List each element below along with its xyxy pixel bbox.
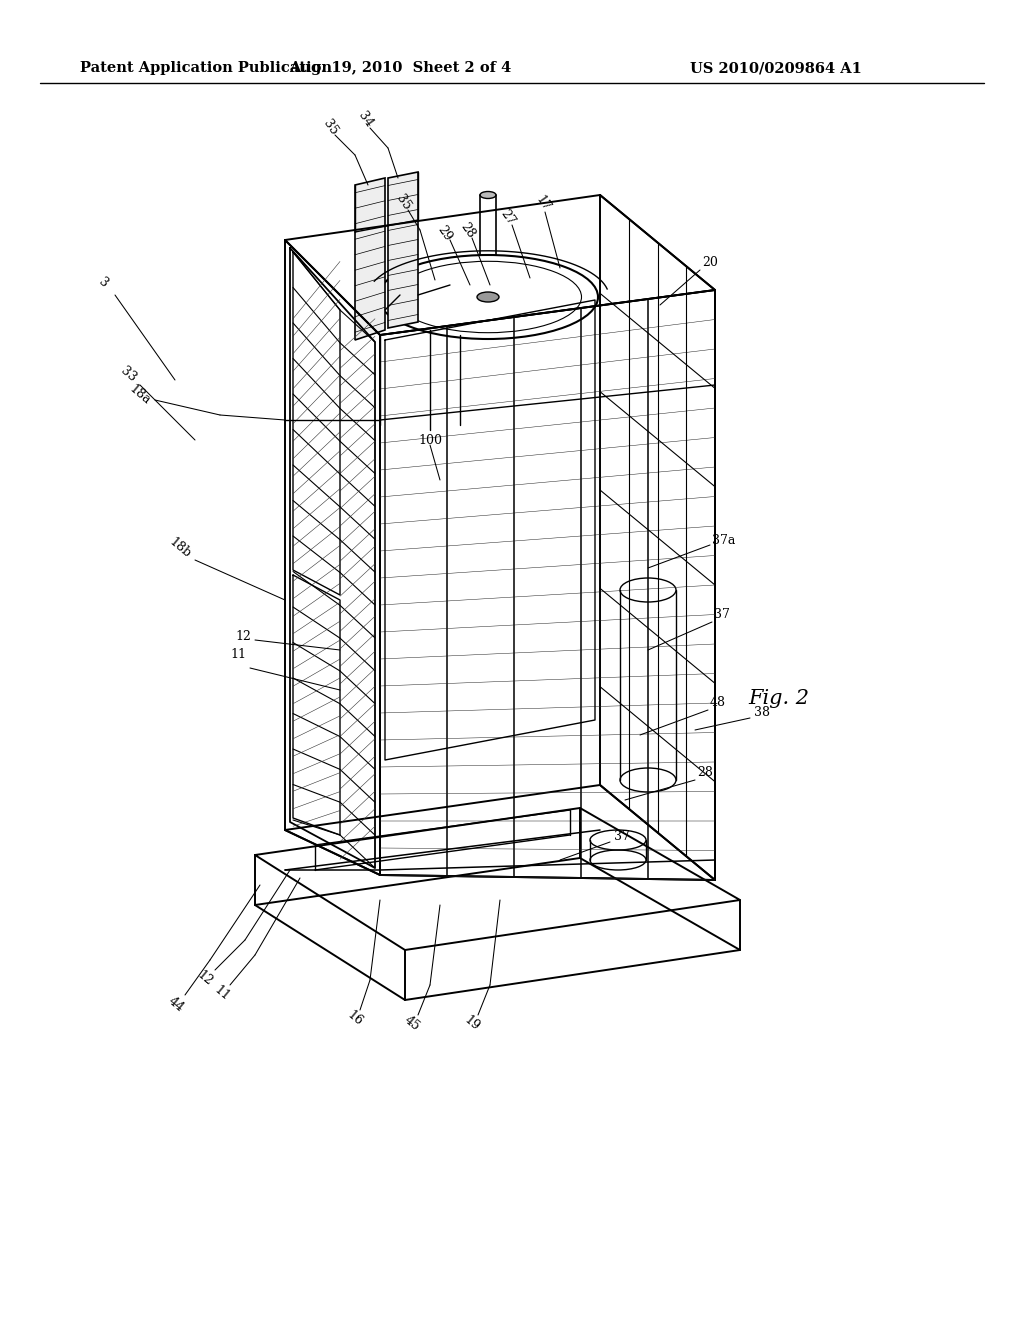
- Text: 48: 48: [710, 697, 726, 710]
- Text: 37: 37: [614, 830, 630, 843]
- Text: 38: 38: [754, 705, 770, 718]
- Text: 35: 35: [393, 191, 413, 213]
- Text: 45: 45: [401, 1012, 422, 1034]
- Text: 18a: 18a: [127, 383, 154, 408]
- Text: 33: 33: [118, 364, 138, 384]
- Text: Patent Application Publication: Patent Application Publication: [80, 61, 332, 75]
- Text: 34: 34: [355, 110, 375, 131]
- Text: 37: 37: [714, 609, 730, 622]
- Text: 37a: 37a: [713, 533, 735, 546]
- Text: 18b: 18b: [167, 536, 194, 561]
- Polygon shape: [355, 178, 385, 341]
- Text: US 2010/0209864 A1: US 2010/0209864 A1: [690, 61, 862, 75]
- Text: 11: 11: [230, 648, 246, 661]
- Text: 12: 12: [236, 630, 251, 643]
- Text: 19: 19: [462, 1012, 482, 1034]
- Text: Aug. 19, 2010  Sheet 2 of 4: Aug. 19, 2010 Sheet 2 of 4: [289, 61, 511, 75]
- Text: 11: 11: [212, 983, 232, 1003]
- Text: 28: 28: [697, 767, 713, 780]
- Ellipse shape: [480, 191, 496, 198]
- Polygon shape: [388, 172, 418, 327]
- Text: 27: 27: [498, 207, 518, 227]
- Text: 12: 12: [195, 968, 215, 989]
- Text: 16: 16: [345, 1008, 366, 1028]
- Text: 28: 28: [458, 219, 478, 240]
- Text: 100: 100: [418, 433, 442, 446]
- Text: 35: 35: [321, 116, 340, 137]
- Text: Fig. 2: Fig. 2: [748, 689, 809, 708]
- Text: 29: 29: [435, 223, 455, 243]
- Ellipse shape: [477, 292, 499, 302]
- Text: 3: 3: [96, 276, 111, 290]
- Text: 17: 17: [534, 193, 553, 214]
- Text: 20: 20: [702, 256, 718, 268]
- Text: 44: 44: [166, 994, 186, 1014]
